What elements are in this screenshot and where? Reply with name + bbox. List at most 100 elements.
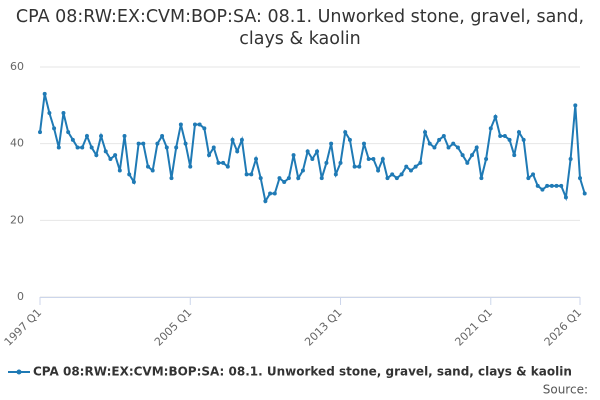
point — [202, 126, 207, 131]
point — [164, 145, 169, 150]
point — [413, 164, 418, 169]
point — [526, 176, 531, 181]
point — [254, 157, 258, 161]
point — [507, 137, 512, 142]
point — [94, 153, 99, 158]
point — [300, 168, 305, 173]
point — [160, 134, 165, 138]
point — [211, 145, 216, 150]
point — [291, 153, 296, 158]
point — [578, 176, 582, 181]
point — [385, 176, 390, 181]
point — [103, 149, 108, 154]
point — [80, 145, 85, 150]
x-tick-label: 2021 Q1 — [452, 306, 495, 349]
legend-label: CPA 08:RW:EX:CVM:BOP:SA: 08.1. Unworked … — [33, 365, 572, 379]
point — [554, 183, 559, 188]
point — [315, 149, 320, 154]
series-line — [39, 93, 586, 204]
point — [239, 137, 244, 142]
point — [343, 130, 348, 135]
point — [545, 183, 550, 188]
point — [362, 141, 366, 146]
point — [221, 160, 226, 165]
point — [455, 145, 460, 150]
point — [535, 183, 540, 188]
y-tick-label: 20 — [10, 213, 24, 226]
point — [549, 183, 554, 188]
point — [474, 145, 479, 150]
point — [52, 126, 57, 131]
point — [437, 137, 442, 142]
point — [310, 157, 315, 161]
point — [131, 180, 136, 184]
point — [286, 176, 291, 181]
point — [516, 130, 521, 135]
point — [272, 191, 277, 196]
point — [258, 176, 263, 181]
point — [399, 172, 404, 177]
point — [451, 141, 456, 146]
point — [559, 183, 564, 188]
point — [113, 153, 118, 158]
point — [465, 160, 470, 165]
point — [427, 141, 432, 146]
point — [488, 126, 493, 131]
y-tick-label: 40 — [10, 137, 24, 150]
point — [235, 149, 240, 154]
point — [146, 164, 150, 169]
point — [338, 160, 343, 165]
point — [84, 134, 89, 138]
point — [380, 157, 385, 161]
point — [99, 134, 104, 138]
x-tick-label: 1997 Q1 — [2, 306, 45, 349]
point — [155, 141, 160, 146]
point — [324, 160, 329, 165]
point — [479, 176, 484, 181]
point — [460, 153, 465, 158]
point — [108, 157, 113, 161]
point — [268, 191, 273, 196]
point — [38, 130, 42, 135]
point — [521, 137, 526, 142]
point — [376, 168, 381, 173]
chart-title: CPA 08:RW:EX:CVM:BOP:SA: 08.1. Unworked … — [15, 7, 585, 49]
point — [207, 153, 212, 158]
point — [56, 145, 61, 150]
point — [441, 134, 446, 138]
point — [347, 137, 352, 142]
point — [244, 172, 249, 177]
point — [136, 141, 141, 146]
point — [127, 172, 132, 177]
y-tick-label: 60 — [10, 60, 24, 73]
point — [366, 157, 371, 161]
point — [404, 164, 409, 169]
point — [329, 141, 334, 146]
x-tick-label: 2005 Q1 — [152, 306, 195, 349]
point — [484, 157, 489, 161]
x-tick-label: 2013 Q1 — [302, 306, 345, 349]
point — [230, 137, 235, 142]
point — [432, 145, 437, 150]
point — [188, 164, 193, 169]
point — [408, 168, 413, 173]
point — [117, 168, 122, 173]
point — [66, 130, 71, 135]
point — [42, 91, 47, 96]
point — [192, 122, 197, 127]
point — [183, 141, 188, 146]
point — [573, 103, 578, 108]
point — [568, 157, 573, 161]
point — [423, 130, 428, 135]
point — [582, 191, 587, 196]
point — [249, 172, 254, 177]
point — [305, 149, 310, 154]
point — [89, 145, 94, 150]
point — [502, 134, 507, 138]
point — [352, 164, 357, 169]
point — [70, 137, 75, 142]
point — [418, 160, 423, 165]
y-tick-label: 0 — [17, 290, 24, 303]
point — [150, 168, 155, 173]
point — [446, 145, 451, 150]
